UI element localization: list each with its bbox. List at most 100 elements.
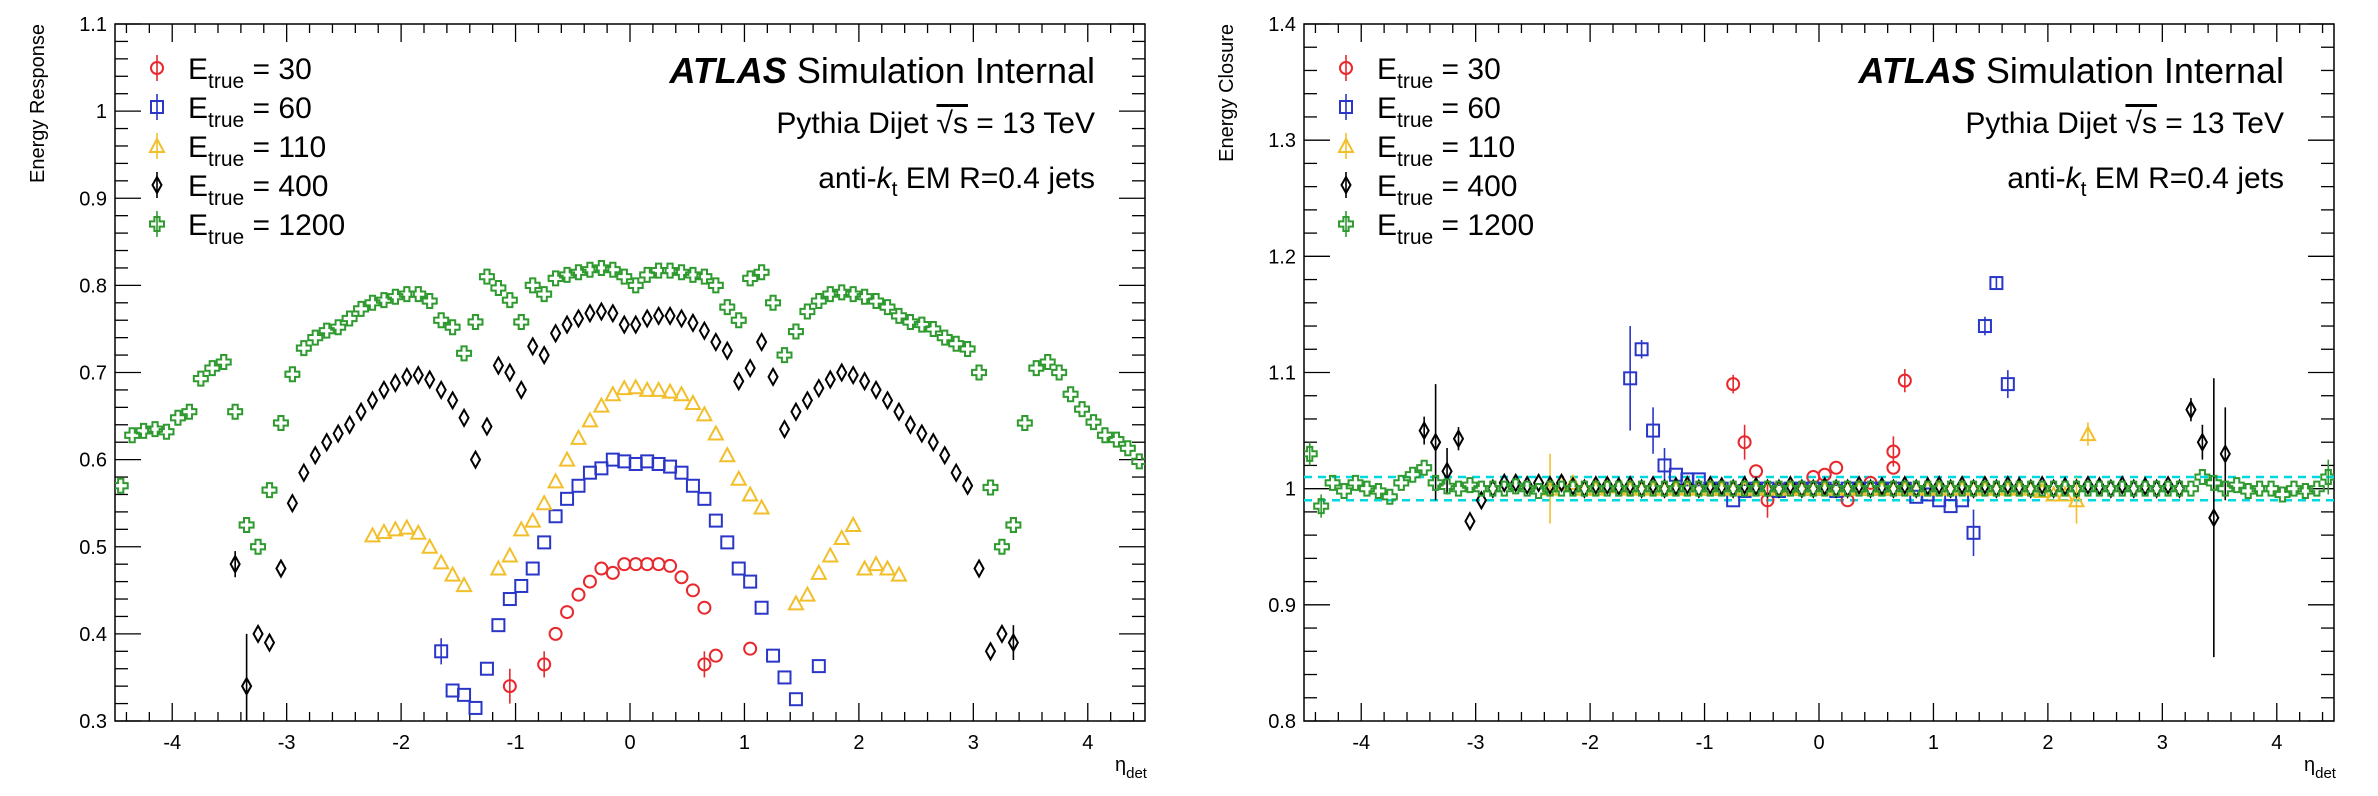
y-tick-label: 0.9 — [1268, 595, 1296, 617]
series-e30 — [502, 557, 758, 704]
data-point — [295, 340, 312, 357]
data-point — [1599, 480, 1616, 497]
data-point — [1108, 431, 1125, 448]
data-point — [813, 378, 825, 399]
data-point — [1966, 525, 1981, 540]
y-tick-label: 1.2 — [1268, 246, 1296, 268]
data-point — [1313, 498, 1330, 515]
data-point — [617, 557, 632, 572]
data-point — [1564, 480, 1581, 497]
data-point — [1085, 414, 1102, 431]
data-point — [1496, 480, 1513, 497]
data-point — [525, 561, 540, 576]
data-point — [1370, 482, 1387, 499]
atlas-label: ATLAS Simulation Internal — [1858, 50, 2285, 91]
data-point — [1989, 276, 2004, 291]
data-point — [1119, 440, 1136, 457]
data-point — [502, 679, 517, 694]
data-point — [309, 445, 321, 466]
data-point — [2137, 480, 2154, 497]
y-tick-label: 0.6 — [79, 450, 107, 472]
energy-response-plot: -4 -3 -2 -1 0 1 2 3 4 0.3 0.4 0.5 0.6 0.7 0.8 0.9 1 1.1 En… — [27, 14, 1148, 782]
data-point — [489, 559, 508, 576]
data-point — [341, 310, 358, 327]
data-point — [1851, 480, 1868, 497]
data-point — [627, 378, 645, 395]
series-e60 — [434, 452, 826, 715]
data-point — [584, 303, 596, 324]
data-point — [707, 277, 724, 294]
data-point — [1931, 480, 1948, 497]
data-point — [1016, 415, 1033, 432]
data-point — [2125, 480, 2142, 497]
data-point — [2091, 480, 2108, 497]
data-point — [261, 482, 278, 499]
legend-marker — [1339, 61, 1353, 75]
legend-marker — [1340, 174, 1352, 196]
data-point — [939, 445, 951, 466]
data-point — [2068, 480, 2085, 497]
data-point — [1873, 480, 1890, 497]
data-point — [616, 268, 633, 285]
data-point — [961, 475, 974, 496]
data-point — [2285, 480, 2302, 497]
data-point — [546, 472, 565, 489]
data-point — [1919, 480, 1936, 497]
data-point — [560, 605, 575, 620]
data-point — [1074, 401, 1091, 418]
data-point — [996, 623, 1008, 644]
data-point — [582, 465, 597, 480]
data-point — [307, 329, 324, 346]
data-point — [479, 661, 494, 676]
data-point — [561, 314, 573, 335]
y-axis-title: Energy Response — [27, 24, 49, 183]
y-axis-title: Energy Closure — [1216, 24, 1238, 162]
data-point — [627, 277, 644, 294]
data-point — [799, 303, 816, 320]
data-point — [353, 300, 370, 317]
data-point — [1429, 432, 1442, 453]
data-point — [2240, 482, 2257, 499]
data-point — [916, 423, 928, 444]
data-point — [685, 583, 700, 598]
data-point — [492, 355, 505, 376]
data-point — [343, 414, 356, 435]
data-point — [971, 364, 988, 381]
data-point — [811, 659, 826, 674]
data-point — [1587, 480, 1604, 497]
data-point — [1976, 480, 1993, 497]
data-point — [720, 535, 735, 550]
data-point — [538, 345, 550, 366]
data-point — [663, 558, 678, 573]
x-tick-label: -2 — [392, 732, 410, 754]
data-point — [2000, 377, 2015, 392]
data-point — [2114, 480, 2131, 497]
data-point — [401, 366, 413, 387]
legend-label: Etrue = 1200 — [1377, 209, 1534, 249]
data-point — [514, 578, 529, 593]
data-point — [663, 459, 678, 474]
data-point — [2022, 480, 2039, 497]
data-point — [1793, 480, 1810, 497]
data-point — [445, 683, 460, 698]
data-point — [412, 365, 424, 386]
data-point — [1555, 472, 1568, 493]
data-point — [788, 692, 803, 707]
data-point — [1005, 516, 1022, 533]
data-point — [639, 266, 656, 283]
data-point — [752, 498, 771, 515]
data-point — [618, 314, 630, 335]
data-point — [973, 558, 985, 579]
data-point — [560, 491, 575, 506]
data-point — [1988, 480, 2005, 497]
data-point — [993, 538, 1010, 555]
data-point — [787, 594, 805, 611]
data-point — [537, 657, 552, 672]
data-point — [1007, 632, 1020, 653]
data-point — [363, 526, 382, 543]
data-point — [1977, 319, 1992, 334]
data-point — [594, 461, 609, 476]
data-point — [730, 312, 747, 329]
data-point — [467, 313, 484, 330]
data-point — [630, 314, 642, 335]
